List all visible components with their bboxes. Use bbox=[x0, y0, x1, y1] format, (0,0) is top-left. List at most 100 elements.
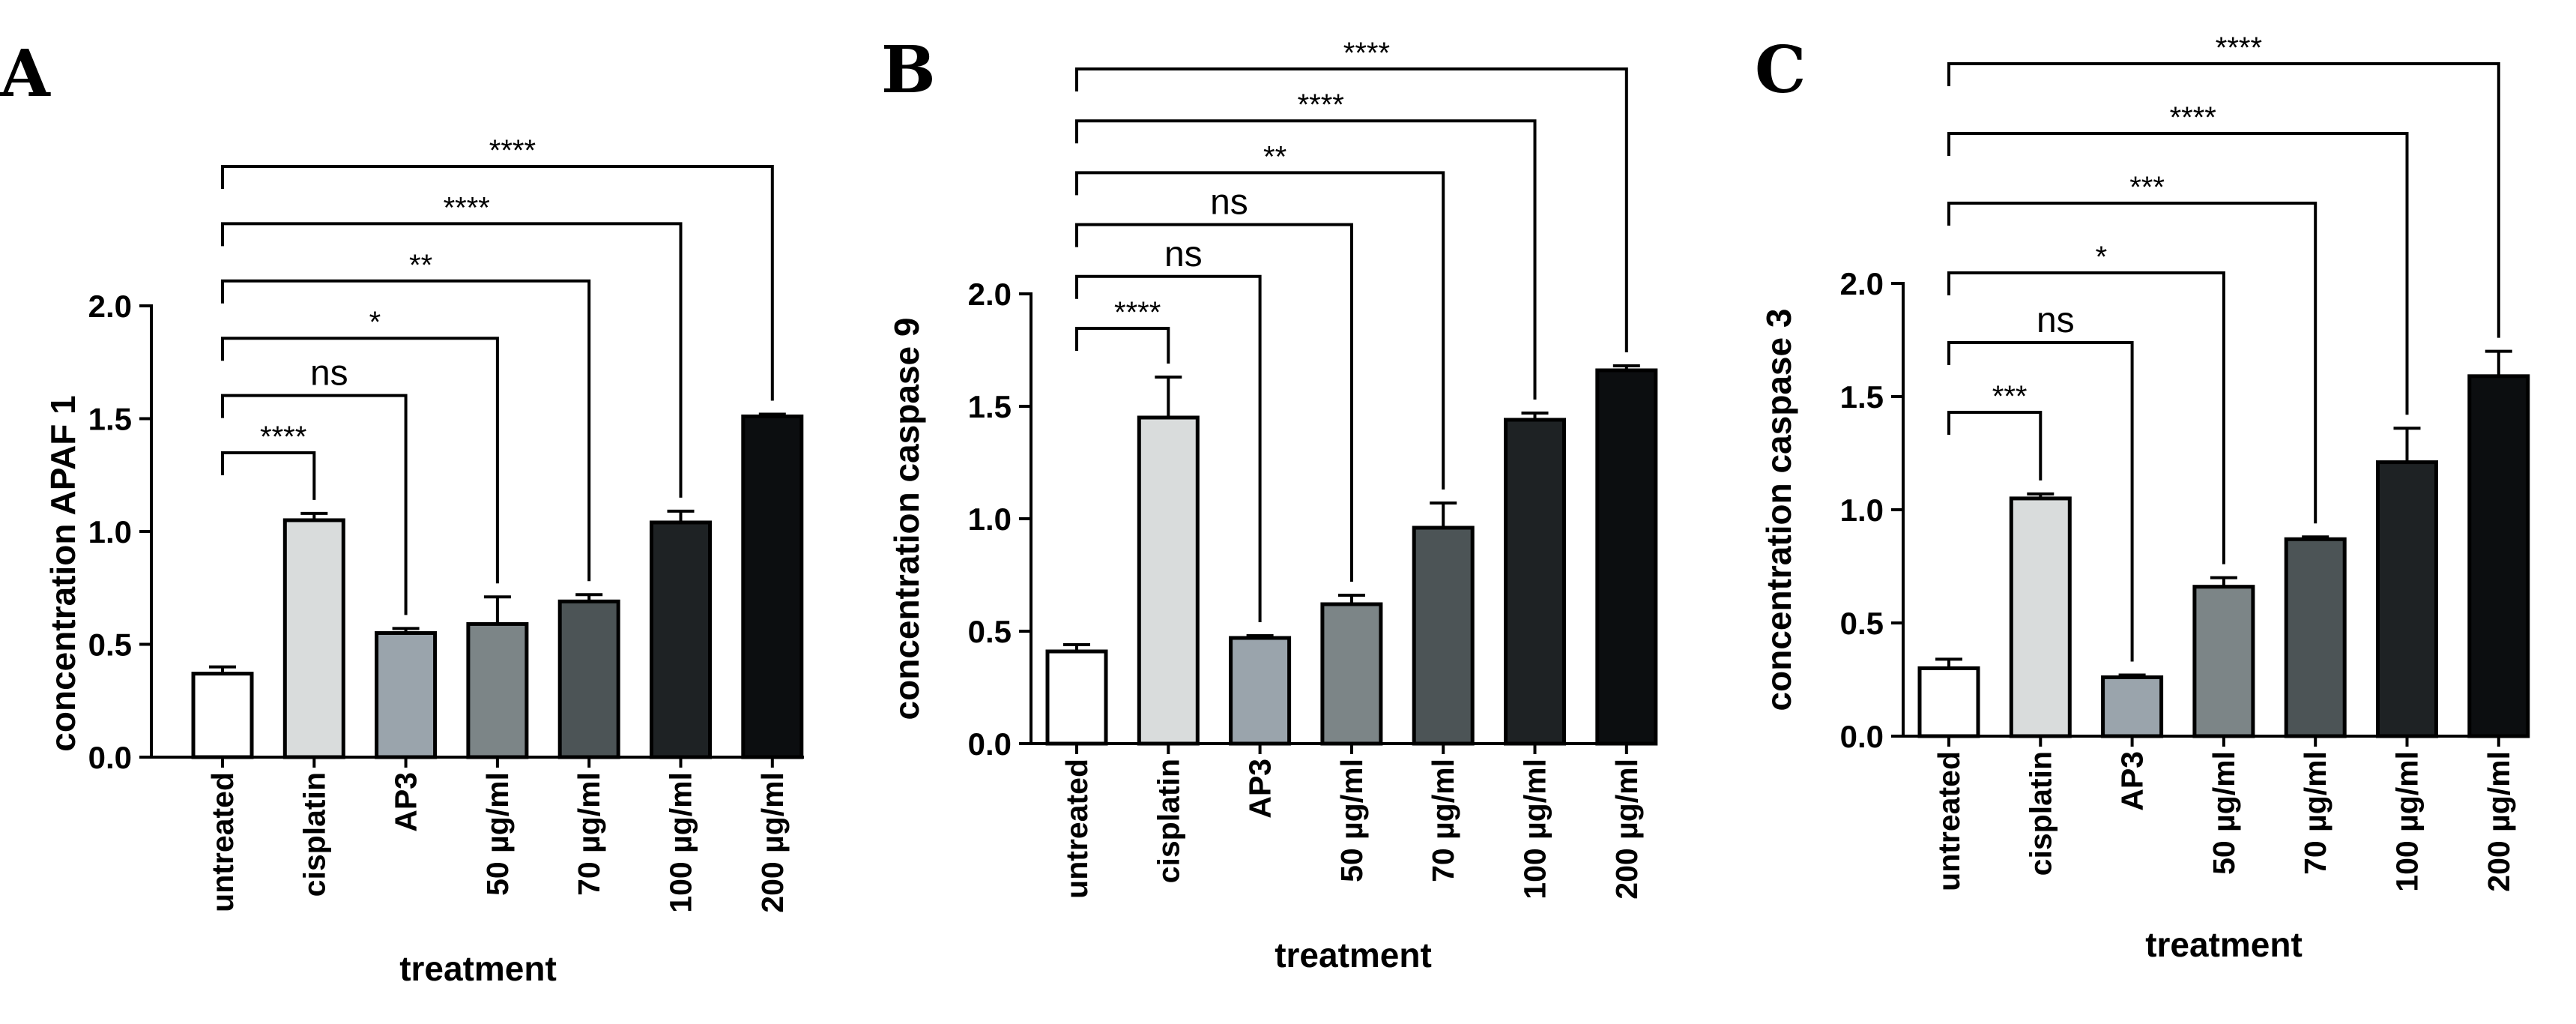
bar-6 bbox=[650, 520, 712, 759]
significance-bracket bbox=[221, 337, 499, 584]
y-axis-title: concentration APAF 1 bbox=[43, 395, 82, 751]
bar-2 bbox=[2009, 496, 2072, 738]
x-axis-title: treatment bbox=[1275, 936, 1432, 975]
category-label: AP3 bbox=[1243, 759, 1278, 819]
y-tick-label: 0.0 bbox=[1840, 719, 1884, 754]
significance-bracket bbox=[221, 451, 316, 500]
y-tick-label: 0.5 bbox=[1840, 606, 1884, 641]
category-label: 100 µg/ml bbox=[2390, 751, 2425, 892]
bar-4 bbox=[1320, 602, 1383, 746]
significance-label: *** bbox=[2129, 171, 2165, 204]
category-label: cisplatin bbox=[1151, 759, 1185, 883]
category-label: 70 µg/ml bbox=[572, 772, 606, 896]
y-tick-label: 0.0 bbox=[968, 726, 1012, 762]
category-label: untreated bbox=[205, 772, 240, 912]
significance-label: ns bbox=[1164, 235, 1203, 274]
bar-2 bbox=[282, 518, 345, 759]
y-tick-label: 1.5 bbox=[88, 402, 132, 437]
y-tick-label: 1.0 bbox=[88, 514, 132, 549]
bar-1 bbox=[1045, 649, 1108, 746]
category-label: untreated bbox=[1059, 759, 1094, 899]
significance-bracket bbox=[221, 279, 591, 582]
significance-label: *** bbox=[1992, 380, 2028, 413]
category-label: 200 µg/ml bbox=[755, 772, 790, 913]
significance-label: **** bbox=[489, 134, 536, 167]
bar-4 bbox=[2192, 585, 2255, 738]
significance-bracket bbox=[1075, 327, 1170, 364]
significance-bracket bbox=[221, 165, 774, 401]
significance-label: * bbox=[369, 306, 381, 339]
significance-bracket bbox=[1075, 223, 1353, 582]
significance-bracket bbox=[1075, 119, 1537, 400]
y-axis-title: concentration caspase 9 bbox=[887, 318, 926, 720]
significance-label: ** bbox=[409, 249, 432, 282]
y-tick-label: 0.5 bbox=[88, 627, 132, 663]
category-label: 50 µg/ml bbox=[480, 772, 515, 896]
bar-1 bbox=[191, 672, 254, 759]
significance-bracket bbox=[221, 222, 683, 498]
panel-letter: C bbox=[1755, 32, 1806, 108]
y-tick-label: 0.5 bbox=[968, 614, 1012, 649]
significance-label: **** bbox=[1114, 296, 1161, 329]
significance-bracket bbox=[221, 394, 408, 615]
significance-bracket bbox=[1947, 341, 2134, 662]
significance-label: * bbox=[2096, 241, 2108, 274]
significance-label: ** bbox=[1263, 140, 1287, 173]
bar-5 bbox=[1412, 525, 1475, 746]
y-tick-label: 1.0 bbox=[1840, 493, 1884, 528]
significance-label: **** bbox=[1343, 37, 1390, 70]
category-label: 70 µg/ml bbox=[2298, 751, 2332, 875]
bar-2 bbox=[1137, 415, 1200, 746]
bar-4 bbox=[466, 621, 529, 759]
bar-3 bbox=[1229, 636, 1292, 746]
bar-5 bbox=[557, 599, 620, 759]
category-label: cisplatin bbox=[297, 772, 331, 897]
bar-7 bbox=[741, 414, 804, 759]
significance-bracket bbox=[1075, 67, 1628, 352]
bar-6 bbox=[2376, 460, 2438, 738]
significance-bracket bbox=[1947, 132, 2409, 415]
bar-6 bbox=[1504, 418, 1566, 746]
significance-label: **** bbox=[2170, 101, 2216, 134]
panel-letter: A bbox=[0, 36, 51, 112]
category-label: 200 µg/ml bbox=[2482, 751, 2516, 892]
significance-label: **** bbox=[444, 191, 490, 224]
x-axis-title: treatment bbox=[399, 949, 557, 988]
significance-label: **** bbox=[260, 421, 306, 454]
significance-label: **** bbox=[1298, 88, 1344, 121]
y-tick-label: 2.0 bbox=[968, 277, 1012, 312]
significance-label: ns bbox=[2037, 301, 2075, 340]
y-tick-label: 2.0 bbox=[1840, 266, 1884, 301]
category-label: 100 µg/ml bbox=[1518, 759, 1552, 900]
category-label: cisplatin bbox=[2023, 751, 2058, 876]
significance-label: ns bbox=[310, 354, 348, 394]
significance-bracket bbox=[1947, 202, 2318, 524]
category-label: 200 µg/ml bbox=[1609, 759, 1644, 900]
significance-label: **** bbox=[2216, 31, 2262, 64]
y-tick-label: 1.5 bbox=[1840, 379, 1884, 415]
significance-bracket bbox=[1075, 171, 1445, 490]
significance-bracket bbox=[1947, 62, 2500, 338]
category-label: 70 µg/ml bbox=[1426, 759, 1460, 882]
y-tick-label: 1.0 bbox=[968, 502, 1012, 537]
y-tick-label: 2.0 bbox=[88, 289, 132, 324]
bar-5 bbox=[2284, 537, 2347, 738]
bar-3 bbox=[2101, 675, 2164, 738]
category-label: 50 µg/ml bbox=[1334, 759, 1369, 882]
bar-7 bbox=[1595, 368, 1658, 746]
category-label: 50 µg/ml bbox=[2207, 751, 2241, 875]
y-tick-label: 0.0 bbox=[88, 740, 132, 775]
category-label: 100 µg/ml bbox=[664, 772, 698, 913]
y-tick-label: 1.5 bbox=[968, 389, 1012, 424]
category-label: AP3 bbox=[389, 772, 423, 832]
category-label: AP3 bbox=[2115, 751, 2150, 811]
bar-3 bbox=[375, 630, 438, 759]
significance-bracket bbox=[1947, 271, 2225, 564]
y-axis-title: concentration caspase 3 bbox=[1759, 309, 1798, 711]
significance-bracket bbox=[1947, 411, 2043, 481]
